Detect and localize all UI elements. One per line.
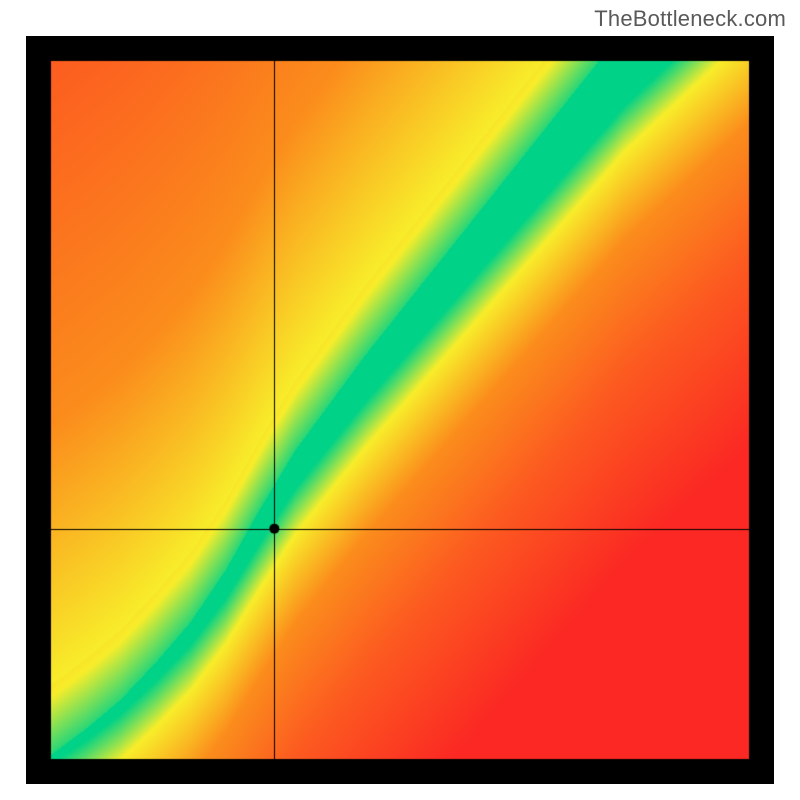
plot-outer-frame (26, 36, 774, 784)
heatmap-canvas (26, 36, 774, 784)
chart-container: TheBottleneck.com (0, 0, 800, 800)
watermark-text: TheBottleneck.com (594, 6, 786, 32)
